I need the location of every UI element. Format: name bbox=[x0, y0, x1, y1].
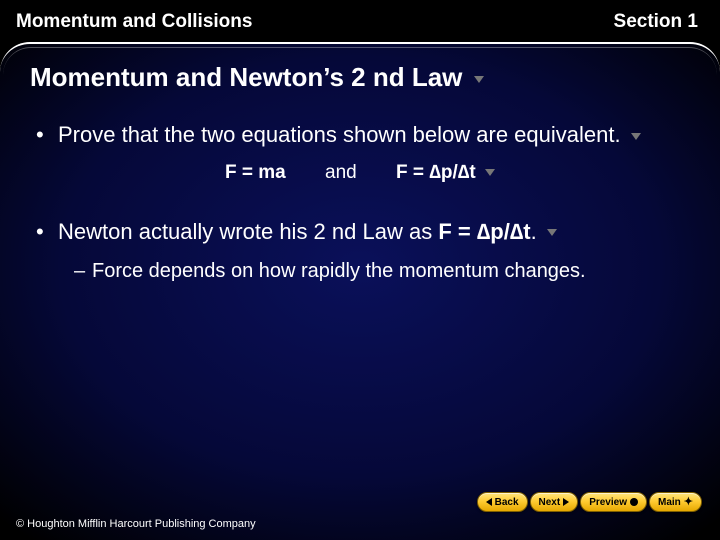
slide-title: Momentum and Newton’s 2 nd Law bbox=[30, 62, 690, 93]
back-button[interactable]: Back bbox=[477, 492, 528, 512]
back-label: Back bbox=[495, 497, 519, 508]
bullet-text: Prove that the two equations shown below… bbox=[58, 122, 621, 147]
bullet-text-post: . bbox=[531, 219, 537, 244]
chapter-title: Momentum and Collisions bbox=[16, 11, 252, 33]
bullet-text-bold: F = ∆p/∆t bbox=[438, 219, 530, 244]
main-label: Main bbox=[658, 497, 681, 508]
triangle-right-icon bbox=[563, 498, 569, 506]
section-label: Section 1 bbox=[614, 11, 698, 33]
star-icon: ✦ bbox=[684, 497, 693, 508]
next-button[interactable]: Next bbox=[530, 492, 579, 512]
bullet-text-pre: Newton actually wrote his 2 nd Law as bbox=[58, 219, 438, 244]
chevron-down-icon bbox=[631, 133, 641, 140]
chevron-down-icon bbox=[474, 76, 484, 83]
bullet-prove-equivalent: Prove that the two equations shown below… bbox=[30, 121, 690, 150]
slide-content: Momentum and Newton’s 2 nd Law Prove tha… bbox=[30, 62, 690, 285]
equation-dpdt: F = ∆p/∆t bbox=[396, 162, 476, 183]
main-button[interactable]: Main ✦ bbox=[649, 492, 702, 512]
sub-bullet-force-depends: Force depends on how rapidly the momentu… bbox=[30, 258, 690, 285]
chevron-down-icon bbox=[547, 229, 557, 236]
bullet-newton-wrote: Newton actually wrote his 2 nd Law as F … bbox=[30, 218, 690, 247]
copyright-text: © Houghton Mifflin Harcourt Publishing C… bbox=[16, 518, 256, 530]
equation-fma: F = ma bbox=[225, 162, 286, 183]
sub-bullet-text: Force depends on how rapidly the momentu… bbox=[92, 260, 586, 282]
equations-row: F = ma and F = ∆p/∆t bbox=[30, 162, 690, 184]
title-text: Momentum and Newton’s 2 nd Law bbox=[30, 62, 462, 92]
triangle-left-icon bbox=[486, 498, 492, 506]
chevron-down-icon bbox=[485, 169, 495, 176]
next-label: Next bbox=[539, 497, 561, 508]
preview-button[interactable]: Preview bbox=[580, 492, 647, 512]
and-text: and bbox=[325, 162, 357, 183]
nav-bar: Back Next Preview Main ✦ bbox=[477, 492, 702, 512]
preview-label: Preview bbox=[589, 497, 627, 508]
circle-icon bbox=[630, 498, 638, 506]
